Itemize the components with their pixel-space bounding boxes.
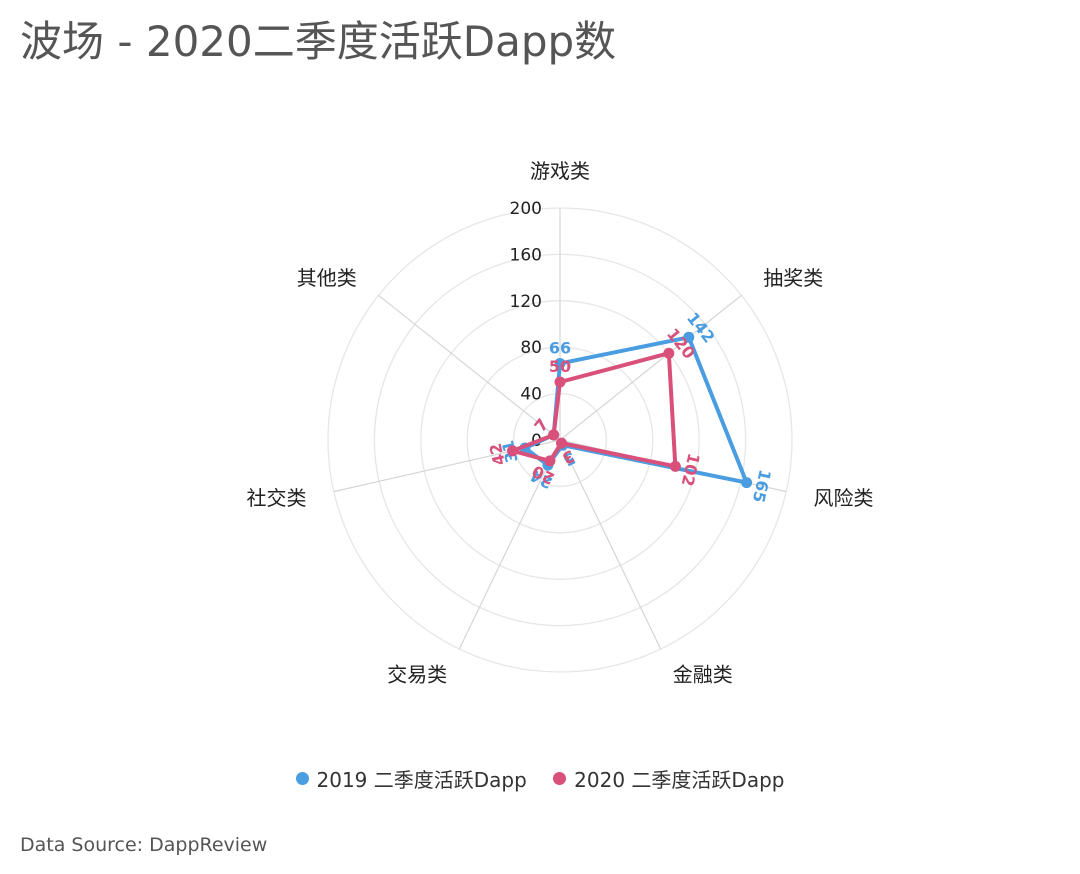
axis-category-label: 社交类 (247, 486, 307, 510)
radial-tick-label: 120 (510, 292, 542, 312)
spoke (378, 294, 561, 441)
axis-category-label: 抽奖类 (763, 266, 823, 290)
chart-title: 波场 - 2020二季度活跃Dapp数 (20, 17, 617, 66)
axis-category-label: 其他类 (297, 266, 357, 290)
data-point (683, 331, 695, 343)
data-point (548, 429, 560, 441)
radial-tick-label: 200 (510, 199, 542, 219)
legend-marker-2020 (553, 772, 567, 785)
data-point (554, 357, 566, 369)
legend-label-2020: 2020 二季度活跃Dapp (574, 768, 785, 792)
radial-tick-label: 40 (520, 385, 542, 405)
legend-marker-2019 (295, 772, 309, 785)
data-label: 50 (549, 357, 571, 376)
legend-item-2020[interactable]: 2020 二季度活跃Dapp (553, 764, 784, 793)
data-point (556, 437, 568, 449)
spoke (559, 439, 662, 650)
legend: 2019 二季度活跃Dapp 2020 二季度活跃Dapp (0, 764, 1080, 793)
legend-item-2019[interactable]: 2019 二季度活跃Dapp (295, 764, 527, 793)
data-point (554, 376, 566, 388)
data-point (741, 477, 753, 489)
data-label: 165 (749, 468, 775, 505)
data-point (669, 460, 681, 472)
radial-tick-label: 80 (520, 338, 542, 358)
data-source: Data Source: DappReview (20, 834, 268, 856)
spoke (458, 439, 561, 650)
axis-category-label: 游戏类 (530, 159, 590, 183)
series-line-1 (510, 351, 678, 469)
spoke (559, 294, 742, 441)
data-point (507, 445, 519, 457)
radial-tick-label: 160 (510, 245, 542, 265)
axis-category-label: 风险类 (813, 486, 873, 510)
axis-category-label: 金融类 (673, 662, 733, 686)
data-point (544, 455, 556, 467)
data-label: 102 (678, 451, 704, 488)
legend-label-2019: 2019 二季度活跃Dapp (316, 768, 527, 792)
data-label: 42 (486, 441, 509, 467)
axis-category-label: 交易类 (387, 662, 447, 686)
data-label: 66 (549, 338, 571, 357)
data-point (663, 347, 675, 359)
